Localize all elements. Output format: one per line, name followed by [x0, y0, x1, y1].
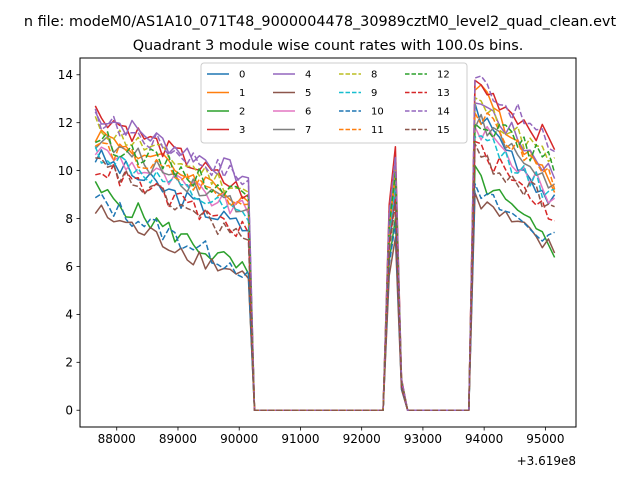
legend-label-4: 4: [305, 70, 311, 81]
legend-box: [200, 62, 468, 144]
legend-label-11: 11: [371, 125, 384, 136]
x-tick-label: 93000: [404, 432, 442, 446]
axes-layer: 88000 89000 90000 91000 92000 93000 94000 95000…: [58, 57, 577, 468]
legend-label-0: 0: [239, 70, 245, 81]
chart-title: Quadrant 3 module wise count rates with …: [133, 38, 524, 54]
y-tick-label: 12: [58, 116, 73, 130]
series-layer: [94, 75, 556, 411]
x-tick-label: 95000: [526, 432, 564, 446]
legend-label-2: 2: [239, 107, 245, 118]
legend-label-13: 13: [437, 88, 450, 99]
y-tick-label: 4: [65, 308, 73, 322]
y-tick-label: 14: [58, 68, 73, 82]
x-tick-label: 92000: [343, 432, 381, 446]
figure-suptitle: n file: modeM0/AS1A10_071T48_9000004478_…: [24, 14, 617, 30]
legend-label-3: 3: [239, 125, 245, 136]
legend-label-10: 10: [371, 107, 384, 118]
legend-label-9: 9: [371, 88, 377, 99]
y-tick-label: 0: [65, 404, 73, 418]
x-tick-label: 90000: [220, 432, 258, 446]
x-tick-label: 94000: [465, 432, 503, 446]
legend-label-5: 5: [305, 88, 311, 99]
x-tick-label: 91000: [281, 432, 319, 446]
x-tick-label: 89000: [159, 432, 197, 446]
x-tick-label: 88000: [98, 432, 136, 446]
legend-label-14: 14: [437, 107, 450, 118]
plot-frame: [79, 57, 577, 428]
legend-label-1: 1: [239, 88, 245, 99]
legend-label-12: 12: [437, 70, 450, 81]
y-tick-label: 8: [65, 212, 73, 226]
legend-label-15: 15: [437, 125, 450, 136]
y-tick-label: 10: [58, 164, 73, 178]
legend-label-8: 8: [371, 70, 377, 81]
y-tick-label: 6: [65, 260, 73, 274]
legend-label-7: 7: [305, 125, 311, 136]
x-axis-offset-label: +3.619e8: [517, 454, 576, 468]
y-tick-label: 2: [65, 356, 73, 370]
series-line-15: [95, 143, 555, 411]
legend-label-6: 6: [305, 107, 311, 118]
